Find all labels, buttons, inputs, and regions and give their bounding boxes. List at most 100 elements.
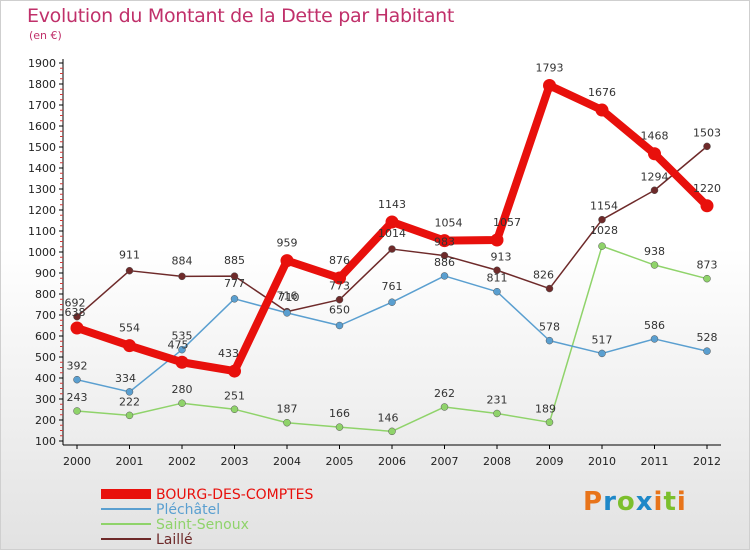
data-label: 1028	[590, 224, 618, 237]
x-tick-label: 2011	[641, 455, 669, 468]
data-point	[703, 274, 711, 283]
data-point	[598, 215, 606, 224]
data-point	[230, 272, 239, 280]
data-label: 517	[592, 333, 613, 346]
data-label: 166	[329, 407, 350, 420]
chart-title: Evolution du Montant de la Dette par Hab…	[27, 5, 455, 27]
y-tick-label: 900	[35, 267, 56, 280]
data-point	[178, 272, 186, 281]
data-label: 716	[277, 290, 298, 303]
x-tick-label: 2009	[536, 455, 564, 468]
data-label: 885	[224, 254, 245, 267]
y-tick-label: 1900	[28, 57, 56, 70]
data-label: 777	[224, 277, 245, 290]
unit-label: (en €)	[29, 29, 62, 42]
y-tick-label: 1600	[28, 120, 56, 133]
data-point	[125, 266, 134, 275]
data-label: 1468	[641, 130, 669, 143]
y-tick-label: 200	[35, 414, 56, 427]
y-tick-label: 1700	[28, 99, 56, 112]
data-label: 911	[119, 249, 140, 262]
data-point	[283, 309, 291, 317]
data-point	[438, 234, 451, 248]
data-label: 334	[115, 372, 136, 385]
data-point	[178, 345, 186, 354]
y-tick-label: 300	[35, 393, 56, 406]
x-tick-label: 2012	[693, 455, 721, 468]
data-point	[333, 271, 346, 285]
y-tick-label: 1000	[28, 246, 56, 259]
data-point	[595, 103, 609, 117]
data-point	[388, 427, 396, 436]
x-tick-label: 2004	[273, 455, 301, 468]
data-label: 528	[697, 331, 718, 344]
data-point	[598, 349, 606, 358]
x-tick-label: 2007	[431, 455, 459, 468]
y-tick-label: 500	[35, 351, 56, 364]
legend-label: Saint-Senoux	[156, 517, 249, 533]
data-label: 586	[644, 319, 665, 332]
data-label: 913	[491, 250, 512, 263]
data-point	[650, 335, 659, 343]
data-label: 475	[168, 338, 189, 351]
x-tick-label: 2005	[326, 455, 354, 468]
y-tick-label: 1100	[28, 225, 56, 238]
y-tick-label: 600	[35, 330, 56, 343]
data-point	[228, 364, 241, 378]
data-point	[385, 215, 399, 229]
y-tick-label: 1400	[28, 162, 56, 175]
y-tick-label: 1200	[28, 204, 56, 217]
y-tick-label: 1300	[28, 183, 56, 196]
data-point	[700, 199, 714, 213]
data-label: 710	[279, 291, 300, 304]
data-point	[388, 245, 396, 253]
data-label: 146	[378, 411, 399, 424]
data-label: 886	[434, 256, 455, 269]
data-point	[73, 312, 81, 321]
data-point	[280, 254, 294, 268]
legend-label: Pléchâtel	[156, 502, 220, 518]
data-point	[178, 399, 186, 407]
x-tick-label: 2001	[116, 455, 144, 468]
data-point	[648, 147, 661, 161]
data-label: 1054	[435, 217, 463, 230]
data-point	[545, 284, 554, 293]
data-point	[388, 298, 396, 306]
y-tick-label: 400	[35, 372, 56, 385]
data-point	[230, 405, 239, 414]
data-label: 1220	[693, 182, 721, 195]
data-label: 554	[119, 322, 140, 335]
data-label: 650	[329, 304, 350, 317]
data-label: 773	[329, 280, 350, 293]
data-label: 280	[172, 383, 193, 396]
x-tick-label: 2010	[588, 455, 616, 468]
x-tick-label: 2006	[378, 455, 406, 468]
data-point	[493, 409, 501, 418]
x-tick-label: 2002	[168, 455, 196, 468]
data-label: 189	[535, 402, 556, 415]
data-label: 433	[218, 347, 239, 360]
data-label: 243	[67, 391, 88, 404]
data-point	[335, 295, 344, 304]
data-point	[545, 418, 554, 427]
data-label: 1503	[693, 126, 721, 139]
data-label: 761	[382, 280, 403, 293]
data-label: 692	[65, 297, 86, 310]
x-tick-label: 2003	[221, 455, 249, 468]
data-point	[598, 242, 606, 250]
data-label: 1143	[378, 198, 406, 211]
data-label: 1154	[590, 200, 618, 213]
data-label: 938	[644, 245, 665, 258]
data-label: 959	[277, 237, 298, 250]
data-point	[335, 423, 344, 431]
data-label: 187	[277, 403, 298, 416]
data-label: 1793	[536, 61, 564, 74]
data-point	[440, 272, 449, 280]
data-point	[440, 251, 449, 260]
data-point	[175, 355, 189, 369]
data-point	[230, 295, 239, 303]
data-point	[703, 142, 711, 151]
legend-label: Laillé	[156, 532, 193, 548]
data-point	[123, 339, 136, 353]
